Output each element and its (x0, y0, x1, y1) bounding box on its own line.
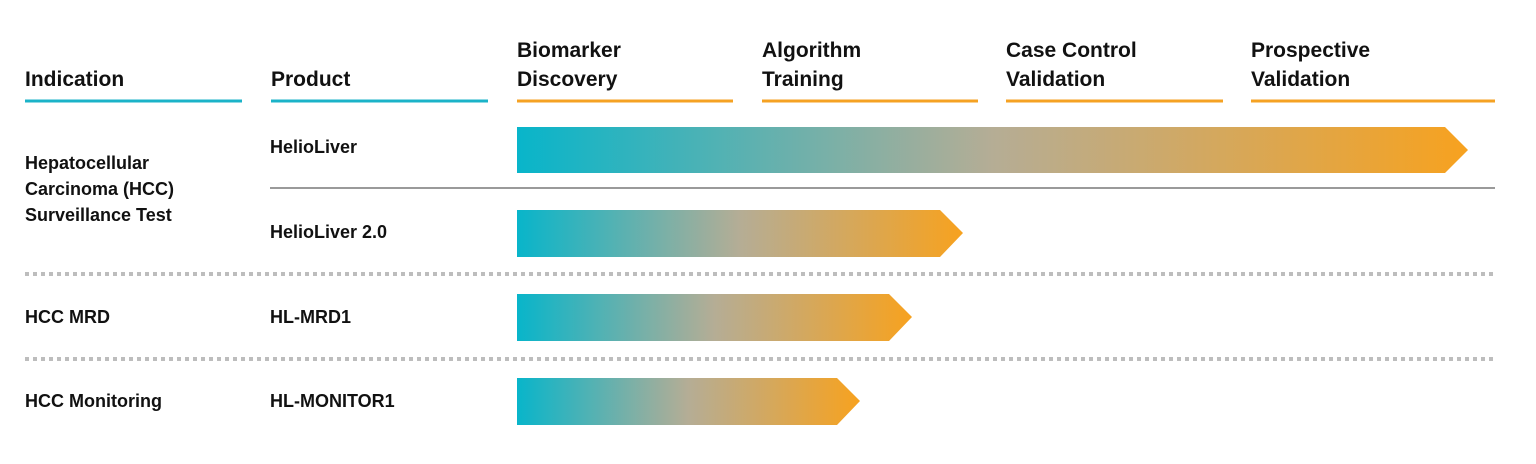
indication: HCC Monitoring (25, 391, 162, 411)
indication: HCC MRD (25, 307, 110, 327)
column-header: Case Control Validation (1006, 39, 1137, 91)
progress-arrow (517, 210, 963, 257)
column-header: Biomarker Discovery (517, 39, 621, 91)
progress-arrow (517, 127, 1468, 173)
column-header: Prospective Validation (1251, 39, 1371, 91)
product: HelioLiver (270, 137, 358, 157)
column-header: Indication (25, 68, 125, 91)
product: HelioLiver 2.0 (270, 222, 388, 242)
column-header: Algorithm Training (762, 39, 862, 91)
progress-arrow (517, 378, 860, 425)
column-header: Product (271, 68, 351, 91)
indication: Hepatocellular Carcinoma (HCC) Surveilla… (25, 153, 175, 225)
product: HL-MRD1 (270, 307, 351, 327)
progress-arrow (517, 294, 912, 341)
product: HL-MONITOR1 (270, 391, 395, 411)
